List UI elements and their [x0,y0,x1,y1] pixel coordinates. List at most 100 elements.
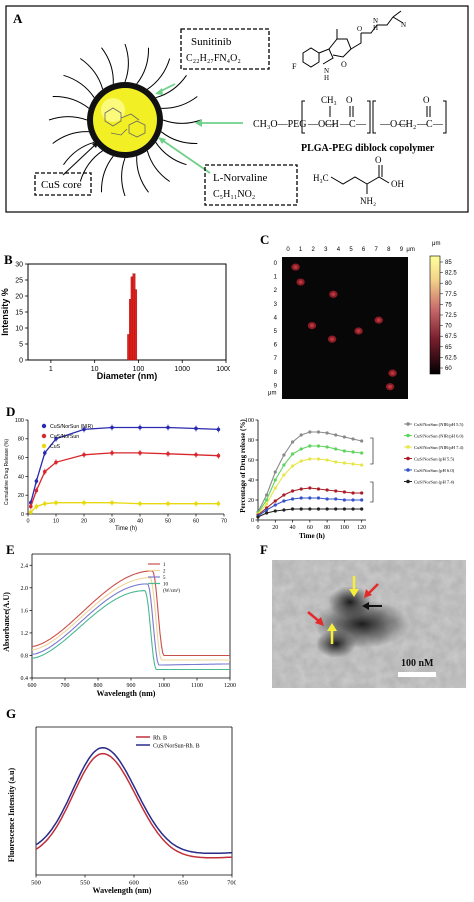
y-tick-label: 80 [248,438,254,444]
data-point [316,430,321,434]
data-point [342,435,346,439]
sunitinib-f: F [292,62,297,71]
legend-label: 2 [163,570,166,575]
y-tick-label: 1.6 [21,608,29,614]
y-tick-label: 8 [274,370,278,376]
norvaline-name: L-Norvaline [213,172,267,184]
data-point [282,473,286,477]
peg-o-label-2: O [423,95,430,105]
panel-a-frame [5,5,469,213]
panel-c-letter: C [260,232,269,247]
peg-dash-4: — [432,119,444,130]
peg-chain [162,119,202,124]
y-tick-label: 5 [274,329,278,335]
x-tick-label: 3 [324,247,328,253]
fluorescent-spot-center [298,280,303,284]
y-axis-label: Absorbance(A.U) [2,592,11,652]
peg-dash-1: — [339,119,351,130]
data-point [325,445,329,449]
y-tick-label: 40 [18,474,24,480]
data-point [138,501,142,506]
significance-bracket [370,481,374,503]
tem-cluster-bottom [316,630,356,658]
legend-marker [406,479,410,484]
x-tick-label: 0 [26,519,29,525]
data-point [316,496,321,500]
y-tick-label: 60 [18,456,24,462]
peg-c-2: C [426,119,433,130]
data-point [342,507,346,511]
data-point [308,444,312,448]
polymer-title: PLGA-PEG diblock copolymer [301,143,435,154]
absorbance-curve [31,570,230,657]
data-point [265,511,269,515]
peg-chain [136,47,150,85]
colorbar-tick-label: 80 [445,281,452,287]
data-point [325,507,329,511]
fluorescent-spot-center [390,371,395,375]
fluorescent-spot-center [376,318,381,322]
peg-chain [136,156,149,193]
arrow-norvaline [161,139,211,174]
data-point [282,463,286,467]
peg-chain [160,131,198,145]
data-point [351,437,355,441]
data-point [282,453,286,457]
data-point [273,478,277,482]
series-line [30,452,219,507]
release-chart-left: D 0 10 20 30 40 50 60 70 0 20 40 60 80 100 CuS/NorSun … [4,404,227,532]
data-point [308,486,312,490]
x-tick-label: 1200 [224,683,236,689]
data-point [342,449,346,453]
data-point [334,460,338,464]
peg-ch: CH [325,119,339,130]
confocal-map: C 0 1 2 3 4 5 6 7 8 9 μm0123456789μm8582.58077.575… [260,232,457,399]
peg-brush [48,43,202,197]
norvaline-oh: OH [391,179,404,189]
release-chart-right: 0 20 40 60 80 100 120 0 20 40 60 80 100 CuS/NorSun (N… [239,418,464,540]
sunitinib-amide-n: N [373,17,378,25]
colorbar-tick-label: 85 [445,260,452,266]
data-point [216,501,221,506]
data-point [273,470,277,474]
plot-frame-b [27,263,227,361]
peg-chain [124,43,129,83]
data-point [34,504,39,509]
peg-prefix: CH₃O—PEG [253,119,307,130]
x-tick-label: 2 [312,247,316,253]
colorbar-unit: μm [432,241,440,247]
y-tick-label: 20 [15,294,23,301]
significance-bracket [370,437,374,465]
data-point [29,510,33,514]
arrow-cus [62,143,97,176]
data-point [216,453,221,458]
data-point [351,462,355,466]
sunitinib-h: H [324,74,329,82]
data-point [351,507,355,511]
peg-chain [79,150,103,182]
fluorescence-curve [35,752,233,859]
peg-chain [155,142,187,166]
legend-marker [406,433,410,438]
data-point [325,458,329,462]
x-axis-label: Diameter (nm) [97,371,158,381]
scale-bar-label: 100 nM [401,658,434,669]
legend-label: CuS/NorSun (NIR/pH 7.4) [414,445,464,450]
y-tick-label: 5 [19,342,23,349]
data-point [34,488,39,493]
legend-marker [41,433,47,439]
x-tick-label: 500 [31,880,41,887]
arrow-cus-head [92,141,99,148]
series-line [30,502,219,513]
x-tick-label: 1000 [174,366,190,373]
tem-image: F 100 nM [260,542,466,688]
colorbar-tick-label: 60 [445,366,452,372]
peg-chain [121,157,126,197]
data-point [34,479,39,483]
x-tick-label: 40 [137,519,143,525]
x-tick-label: 8 [387,247,391,253]
fluorescent-spot-center [388,385,393,389]
legend-label: 5 [163,576,166,581]
sunitinib-formula: C₂₂H₂₇FN₄O₂ [186,53,241,64]
